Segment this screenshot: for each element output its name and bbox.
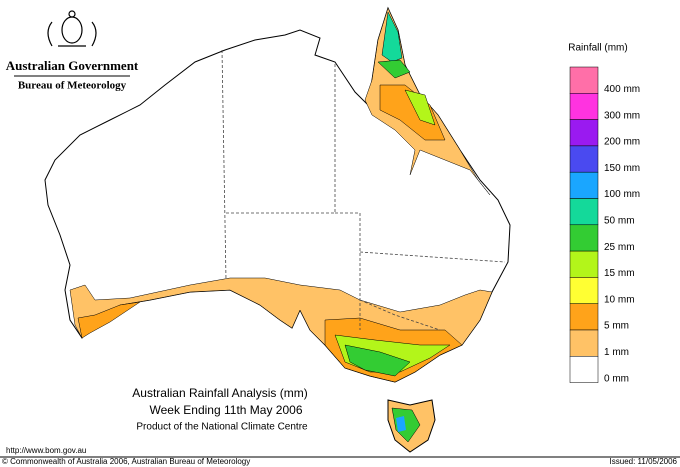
rain-wet-tropics	[404, 89, 436, 126]
legend-label: 10 mm	[604, 294, 635, 305]
legend-label: 15 mm	[604, 268, 635, 279]
legend-label: 0 mm	[604, 373, 629, 384]
legend-swatch	[569, 198, 599, 226]
legend-label: 50 mm	[604, 215, 635, 226]
legend-label: 200 mm	[604, 137, 640, 148]
rain-regions	[69, 7, 493, 383]
legend-swatch	[569, 171, 599, 199]
legend-swatch	[569, 356, 599, 383]
legend-label: 400 mm	[604, 84, 640, 95]
legend-swatch	[569, 303, 599, 331]
legend-label: 1 mm	[604, 347, 629, 358]
legend-label: 5 mm	[604, 321, 629, 332]
legend-label: 100 mm	[604, 189, 640, 200]
rain-queensland-orange	[379, 84, 446, 141]
legend: 400 mm 300 mm 200 mm 150 mm 100 mm 50 mm 25 mm…	[569, 66, 640, 384]
crest	[47, 10, 97, 47]
rain-victoria-heavy	[344, 344, 411, 377]
map-title: Australian Rainfall Analysis (mm)	[132, 386, 307, 400]
legend-swatch	[569, 93, 599, 120]
legend-swatch	[569, 329, 599, 357]
map-subtitle: Week Ending 11th May 2006	[150, 403, 303, 417]
government-name: Australian Government	[6, 58, 139, 73]
rain-southwest	[77, 301, 141, 339]
legend-swatch	[569, 224, 599, 252]
legend-title: Rainfall (mm)	[568, 43, 627, 54]
tasmania-rain	[391, 407, 421, 443]
legend-swatch	[569, 250, 599, 278]
rain-cape-green	[377, 59, 411, 79]
footer-url: http://www.bom.gov.au	[6, 446, 86, 455]
bureau-name: Bureau of Meteorology	[18, 80, 127, 92]
legend-swatch	[569, 277, 599, 304]
legend-label: 25 mm	[604, 242, 635, 253]
footer-issued: Issued: 11/05/2006	[610, 457, 678, 466]
legend-swatch	[569, 119, 599, 147]
legend-swatch	[569, 66, 599, 94]
tasmania-rain-heavy	[396, 416, 406, 432]
legend-label: 300 mm	[604, 110, 640, 121]
state-borders	[221, 49, 506, 331]
legend-label: 150 mm	[604, 163, 640, 174]
map-credit: Product of the National Climate Centre	[136, 422, 308, 433]
legend-swatch	[569, 145, 599, 173]
footer-copyright: © Commonwealth of Australia 2006, Austra…	[2, 457, 250, 466]
